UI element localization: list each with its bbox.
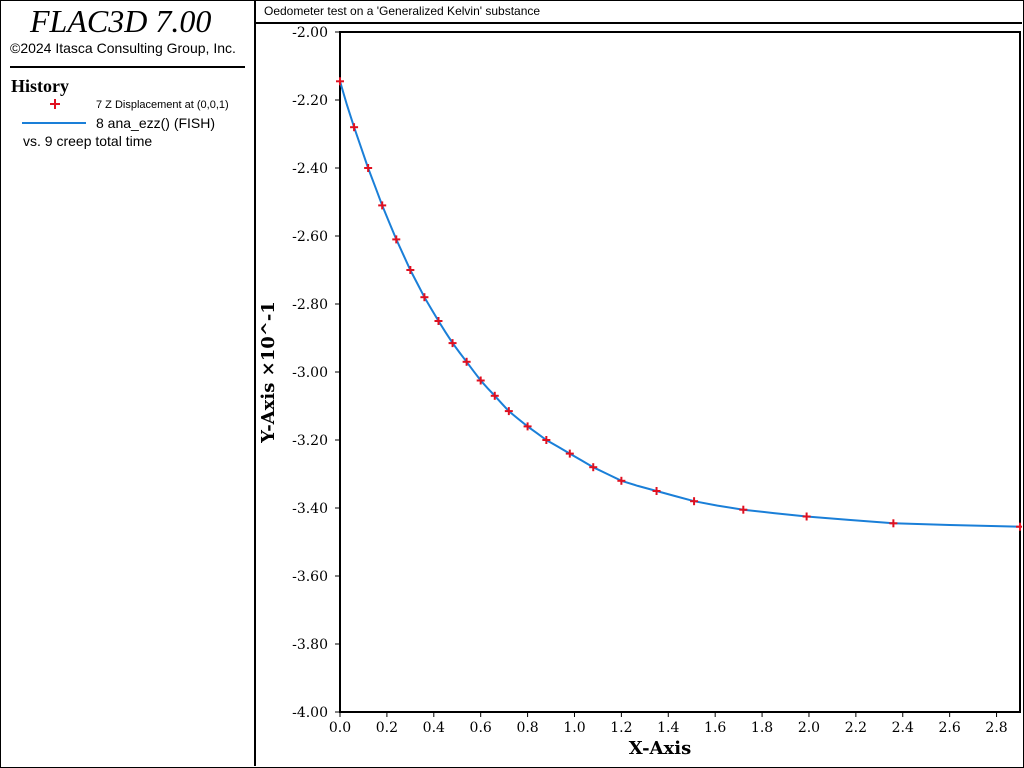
history-heading: History xyxy=(11,76,69,96)
x-tick-label: 0.4 xyxy=(423,720,445,736)
data-point xyxy=(652,487,661,495)
data-point xyxy=(1016,522,1022,531)
data-point xyxy=(589,463,598,472)
y-tick-label: -2.80 xyxy=(292,297,328,313)
x-tick-label: 2.4 xyxy=(892,720,914,736)
data-point xyxy=(690,497,699,506)
data-point xyxy=(889,519,898,528)
data-point xyxy=(406,266,415,274)
y-tick-label: -3.80 xyxy=(292,637,328,653)
data-point xyxy=(378,201,387,210)
legend-versus-text: vs. 9 creep total time xyxy=(23,133,153,149)
data-point xyxy=(565,449,574,458)
y-axis-title: Y-Axis ×10^-1 xyxy=(258,301,279,444)
y-tick-label: -2.20 xyxy=(292,93,328,109)
x-tick-label: 2.0 xyxy=(798,720,820,736)
legend-label: 8 ana_ezz() (FISH) xyxy=(96,115,216,131)
data-point xyxy=(364,164,373,172)
divider xyxy=(10,66,245,68)
y-tick-label: -2.40 xyxy=(292,161,328,177)
data-point xyxy=(462,357,471,366)
y-tick-label: -3.20 xyxy=(292,433,328,449)
legend-panel: FLAC3D 7.00 ©2024 Itasca Consulting Grou… xyxy=(0,0,256,766)
x-tick-label: 2.2 xyxy=(845,720,867,736)
y-tick-label: -3.40 xyxy=(292,501,328,517)
plus-marker-icon xyxy=(50,99,60,109)
x-tick-label: 0.2 xyxy=(376,720,398,736)
x-tick-label: 1.0 xyxy=(563,720,585,736)
x-tick-label: 0.8 xyxy=(516,720,538,736)
series-line-ana-ezz xyxy=(339,81,1021,528)
copyright-text: ©2024 Itasca Consulting Group, Inc. xyxy=(10,40,236,56)
x-tick-label: 0.0 xyxy=(329,720,351,736)
x-tick-label: 1.4 xyxy=(657,720,679,736)
x-tick-label: 1.2 xyxy=(610,720,632,736)
data-point xyxy=(617,476,626,485)
data-point xyxy=(523,422,532,431)
x-axis-ticks: 0.0 0.2 0.4 0.6 0.8 1.0 1.2 1.4 1.6 1.8 2.0 2.2 2.4 2… xyxy=(329,712,1008,736)
y-tick-label: -2.60 xyxy=(292,229,328,245)
data-point xyxy=(434,317,443,325)
y-tick-label: -3.00 xyxy=(292,365,328,381)
data-point xyxy=(448,339,457,348)
x-tick-label: 2.6 xyxy=(939,720,961,736)
data-point xyxy=(336,77,344,86)
legend-label: 7 Z Displacement at (0,0,1) xyxy=(96,99,229,111)
data-point xyxy=(476,376,485,385)
y-axis-ticks: -2.00 -2.20 -2.40 -2.60 -2.80 -3.00 -3.20 -3.40… xyxy=(292,25,340,721)
y-tick-label: -4.00 xyxy=(292,705,328,721)
x-tick-label: 0.6 xyxy=(470,720,492,736)
y-tick-label: -3.60 xyxy=(292,569,328,585)
line-swatch-icon xyxy=(22,122,86,124)
data-point xyxy=(350,123,359,132)
chart-area: -2.00 -2.20 -2.40 -2.60 -2.80 -3.00 -3.20 -3.40… xyxy=(258,25,1022,759)
data-point xyxy=(392,235,401,244)
data-point xyxy=(739,505,748,514)
x-tick-label: 1.6 xyxy=(704,720,726,736)
plot-area xyxy=(339,31,1021,713)
plot-title: Oedometer test on a 'Generalized Kelvin'… xyxy=(264,4,541,18)
data-point xyxy=(490,391,499,400)
y-tick-label: -2.00 xyxy=(292,25,328,41)
data-point xyxy=(504,407,513,416)
data-point xyxy=(542,436,551,444)
series-layer xyxy=(336,77,1022,531)
data-point xyxy=(420,293,429,302)
x-axis-title: X-Axis xyxy=(629,738,691,759)
data-point xyxy=(802,512,811,521)
x-tick-label: 1.8 xyxy=(751,720,773,736)
x-tick-label: 2.8 xyxy=(985,720,1007,736)
plot-title-bar: Oedometer test on a 'Generalized Kelvin'… xyxy=(256,0,1022,24)
app-title: FLAC3D 7.00 xyxy=(30,3,212,39)
